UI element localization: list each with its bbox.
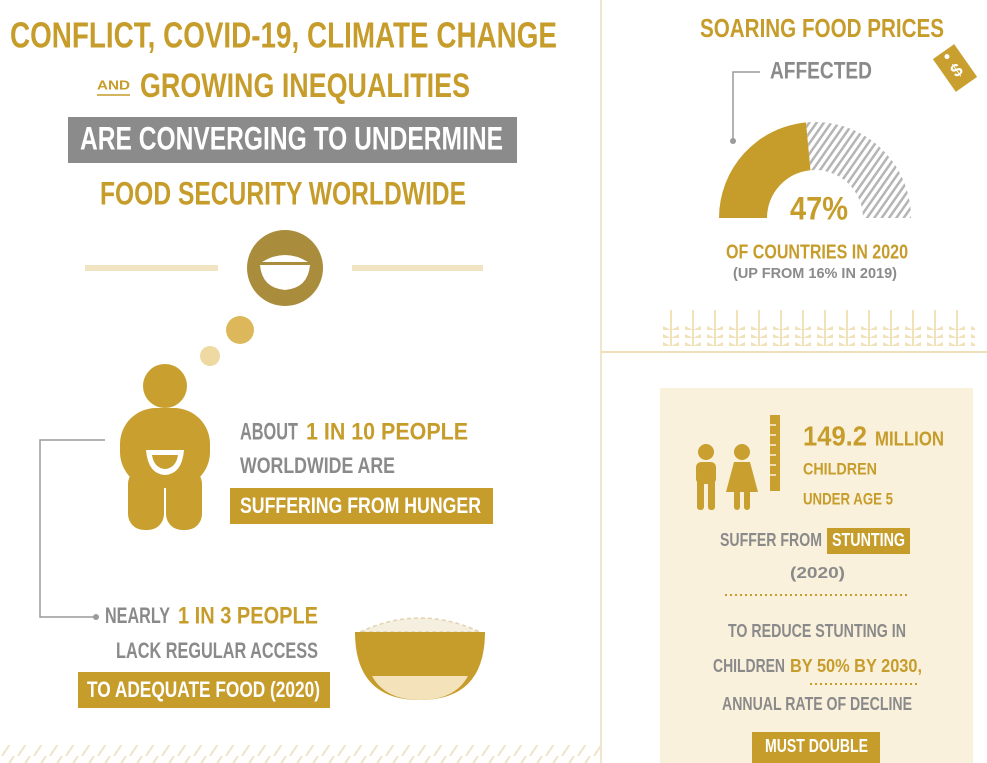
title: ARE CONVERGING TO UNDERMINE bbox=[80, 120, 503, 156]
target-box-text: MUST DOUBLE bbox=[765, 736, 868, 756]
connector bbox=[733, 72, 760, 140]
connector bbox=[40, 440, 105, 617]
person-icon bbox=[120, 364, 210, 530]
bowl-icon bbox=[247, 230, 323, 306]
stat-text: WORLDWIDE ARE bbox=[240, 453, 395, 478]
stat-highlight: 1 IN 10 PEOPLE bbox=[306, 418, 468, 445]
stat-box-text: SUFFERING FROM HUNGER bbox=[240, 493, 481, 518]
stat-text: UNDER AGE 5 bbox=[803, 489, 893, 508]
title: GROWING INEQUALITIES bbox=[140, 67, 470, 105]
thought-bubble bbox=[200, 346, 220, 366]
price-tag-icon: $ bbox=[933, 44, 977, 92]
section-title: SOARING FOOD PRICES bbox=[700, 13, 944, 43]
ruler-icon bbox=[770, 415, 780, 491]
year: (2020) bbox=[790, 565, 845, 582]
stat-text: NEARLY bbox=[105, 603, 170, 628]
note: (UP FROM 16% IN 2019) bbox=[733, 265, 897, 282]
stat-highlight: 1 IN 3 PEOPLE bbox=[178, 602, 318, 629]
rice-bowl-icon bbox=[355, 618, 485, 700]
gauge-value: 47% bbox=[790, 190, 848, 226]
target-text: CHILDREN bbox=[713, 656, 785, 676]
thought-bubble bbox=[226, 316, 254, 344]
stat-text: SUFFER FROM bbox=[720, 530, 822, 550]
infographic: CONFLICT, COVID-19, CLIMATE CHANGE AND G… bbox=[0, 0, 987, 763]
stat-number: 149.2 bbox=[803, 420, 867, 451]
target-highlight: BY 50% BY 2030, bbox=[790, 656, 922, 676]
title-and: AND bbox=[97, 77, 130, 92]
decor-hatch bbox=[0, 745, 600, 763]
target-text: ANNUAL RATE OF DECLINE bbox=[722, 694, 912, 714]
connector-dot bbox=[730, 138, 736, 144]
stat-unit: MILLION bbox=[875, 428, 944, 450]
stat-box-text: TO ADEQUATE FOOD (2020) bbox=[87, 677, 320, 702]
stat-text: ABOUT bbox=[240, 418, 298, 445]
connector-dot bbox=[93, 614, 99, 620]
stat-text: CHILDREN bbox=[803, 459, 877, 478]
stat-box-text: STUNTING bbox=[832, 530, 905, 550]
rule bbox=[352, 265, 483, 271]
target-text: TO REDUCE STUNTING IN bbox=[728, 621, 906, 641]
title: CONFLICT, COVID-19, CLIMATE CHANGE bbox=[10, 15, 557, 56]
rule bbox=[85, 265, 218, 271]
gauge-label: AFFECTED bbox=[770, 57, 872, 84]
wheat-decor bbox=[662, 310, 975, 346]
title: FOOD SECURITY WORLDWIDE bbox=[100, 175, 466, 211]
stat-text: LACK REGULAR ACCESS bbox=[116, 638, 318, 663]
caption: OF COUNTRIES IN 2020 bbox=[726, 241, 908, 263]
